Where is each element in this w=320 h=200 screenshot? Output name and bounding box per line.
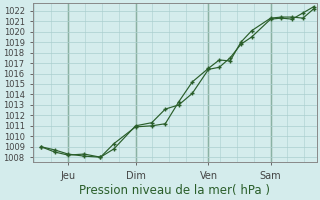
X-axis label: Pression niveau de la mer( hPa ): Pression niveau de la mer( hPa )	[79, 184, 270, 197]
